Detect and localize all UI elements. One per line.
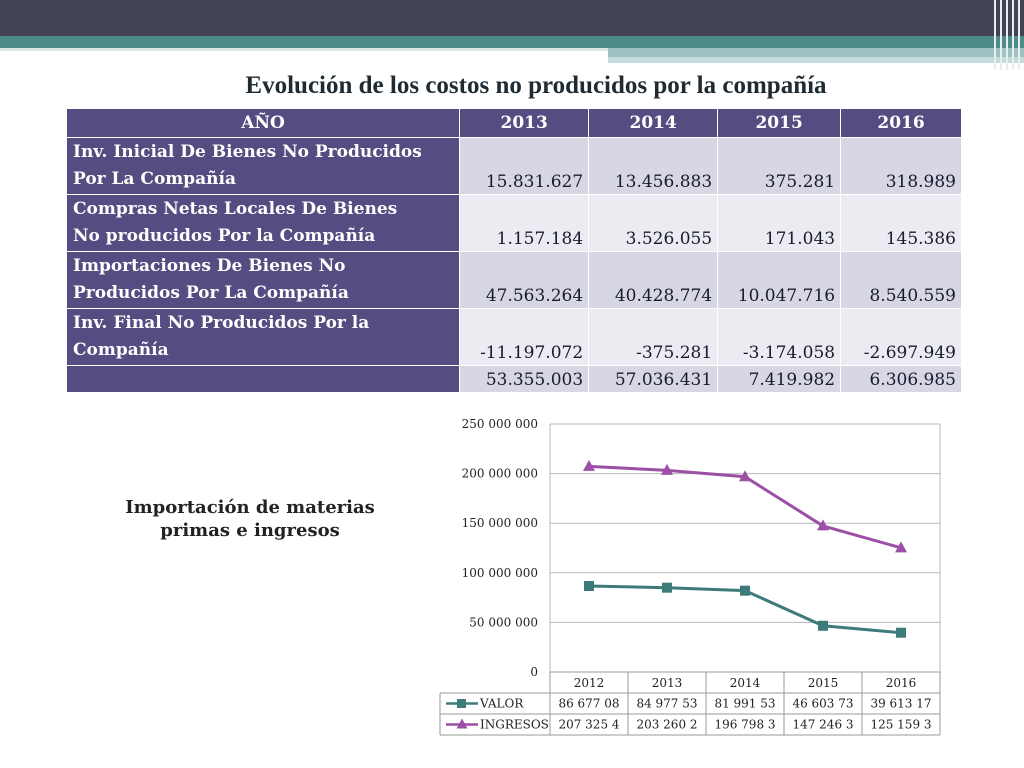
- y-tick-label: 0: [530, 665, 538, 679]
- costs-table: AÑO 2013 2014 2015 2016 Inv. Inicial De …: [65, 108, 962, 393]
- y-tick-label: 50 000 000: [469, 615, 538, 629]
- header-band-dark: [0, 0, 1024, 36]
- y-tick-label: 100 000 000: [462, 566, 538, 580]
- table-cell: 8.540.559: [840, 251, 962, 309]
- data-table-value: 86 677 08: [558, 697, 619, 711]
- table-cell: 1.157.184: [459, 194, 590, 252]
- data-point-ingresos: [895, 541, 907, 553]
- table-row: Importaciones De Bienes No Producidos Por…: [65, 251, 962, 309]
- data-table-value: 196 798 3: [714, 718, 775, 732]
- y-tick-label: 150 000 000: [462, 516, 538, 530]
- line-chart: 250 000 000 200 000 000 150 000 000 100 000…: [439, 417, 941, 736]
- table-cell: 145.386: [840, 194, 962, 252]
- header-2014: 2014: [588, 108, 719, 138]
- data-point-ingresos: [817, 519, 829, 531]
- table-cell: 47.563.264: [459, 251, 590, 309]
- data-point-ingresos: [661, 463, 673, 475]
- data-table-value: 84 977 53: [636, 697, 697, 711]
- data-point-valor: [584, 581, 594, 592]
- table-header-row: AÑO 2013 2014 2015 2016: [65, 108, 962, 138]
- row-label-line1: Importaciones De Bienes No: [73, 256, 346, 276]
- table-cell: 318.989: [840, 137, 962, 195]
- header-band-teal: [0, 36, 1024, 48]
- header-vertical-stripes: [992, 0, 1024, 70]
- x-tick-label: 2013: [652, 676, 683, 690]
- table-cell: 10.047.716: [717, 251, 842, 309]
- table-cell: -11.197.072: [459, 308, 590, 366]
- row-label: Compras Netas Locales De Bienes No produc…: [65, 194, 461, 252]
- row-label-line1: Compras Netas Locales De Bienes: [73, 199, 398, 219]
- total-cell: 6.306.985: [840, 365, 962, 393]
- chart-title: Importación de materias primas e ingresos: [100, 496, 400, 542]
- x-tick-label: 2015: [808, 676, 839, 690]
- data-table-value: 203 260 2: [636, 718, 697, 732]
- row-label-line1: Inv. Final No Producidos Por la: [73, 313, 370, 333]
- table-row: Inv. Inicial De Bienes No Producidos Por …: [65, 137, 962, 195]
- data-table-value: 81 991 53: [714, 697, 775, 711]
- x-tick-label: 2012: [574, 676, 605, 690]
- table-cell: 40.428.774: [588, 251, 719, 309]
- row-label-line2: Producidos Por La Compañía: [73, 283, 349, 303]
- table-row: Inv. Final No Producidos Por la Compañía …: [65, 308, 962, 366]
- table-cell: 171.043: [717, 194, 842, 252]
- total-cell: 7.419.982: [717, 365, 842, 393]
- table-cell: -2.697.949: [840, 308, 962, 366]
- table-cell: 3.526.055: [588, 194, 719, 252]
- legend-marker-ingresos: [456, 718, 468, 729]
- data-point-valor: [818, 620, 828, 631]
- table-total-row: 53.355.003 57.036.431 7.419.982 6.306.98…: [65, 365, 962, 393]
- legend-label: INGRESOS: [480, 718, 549, 732]
- data-point-valor: [662, 582, 672, 593]
- page-title: Evolución de los costos no producidos po…: [245, 72, 827, 99]
- data-table-value: 207 325 4: [558, 718, 619, 732]
- x-tick-label: 2016: [886, 676, 917, 690]
- data-table-value: 39 613 17: [870, 697, 931, 711]
- header-year: AÑO: [65, 108, 461, 138]
- header-2016: 2016: [840, 108, 962, 138]
- row-label-line1: Inv. Inicial De Bienes No Producidos: [73, 142, 422, 162]
- row-label-line2: Compañía: [73, 340, 169, 360]
- header-2015: 2015: [717, 108, 842, 138]
- table-cell: -375.281: [588, 308, 719, 366]
- header-2013: 2013: [459, 108, 590, 138]
- table-cell: 13.456.883: [588, 137, 719, 195]
- row-label-line2: Por La Compañía: [73, 169, 237, 189]
- data-table-value: 147 246 3: [792, 718, 853, 732]
- chart-title-line2: primas e ingresos: [160, 520, 340, 541]
- data-point-valor: [896, 627, 906, 638]
- table-row: Compras Netas Locales De Bienes No produc…: [65, 194, 962, 252]
- total-cell: 53.355.003: [459, 365, 590, 393]
- legend-label: VALOR: [479, 697, 524, 711]
- chart-title-line1: Importación de materias: [125, 497, 375, 518]
- row-label: Importaciones De Bienes No Producidos Por…: [65, 251, 461, 309]
- row-label-line2: No producidos Por la Compañía: [73, 226, 376, 246]
- total-label-cell: [65, 365, 461, 393]
- data-point-ingresos: [739, 470, 751, 482]
- data-table-value: 125 159 3: [870, 718, 931, 732]
- table-cell: 375.281: [717, 137, 842, 195]
- header-band-light: [608, 48, 1024, 57]
- y-tick-label: 250 000 000: [462, 417, 538, 431]
- data-table-value: 46 603 73: [792, 697, 853, 711]
- table-cell: 15.831.627: [459, 137, 590, 195]
- row-label: Inv. Inicial De Bienes No Producidos Por …: [65, 137, 461, 195]
- data-point-valor: [740, 585, 750, 596]
- header-band-line: [0, 48, 608, 51]
- x-tick-label: 2014: [730, 676, 761, 690]
- y-tick-label: 200 000 000: [462, 467, 538, 481]
- table-cell: -3.174.058: [717, 308, 842, 366]
- total-cell: 57.036.431: [588, 365, 719, 393]
- data-point-ingresos: [583, 459, 595, 471]
- row-label: Inv. Final No Producidos Por la Compañía: [65, 308, 461, 366]
- legend-marker-valor: [457, 699, 466, 708]
- header-band-lighter: [608, 57, 1024, 63]
